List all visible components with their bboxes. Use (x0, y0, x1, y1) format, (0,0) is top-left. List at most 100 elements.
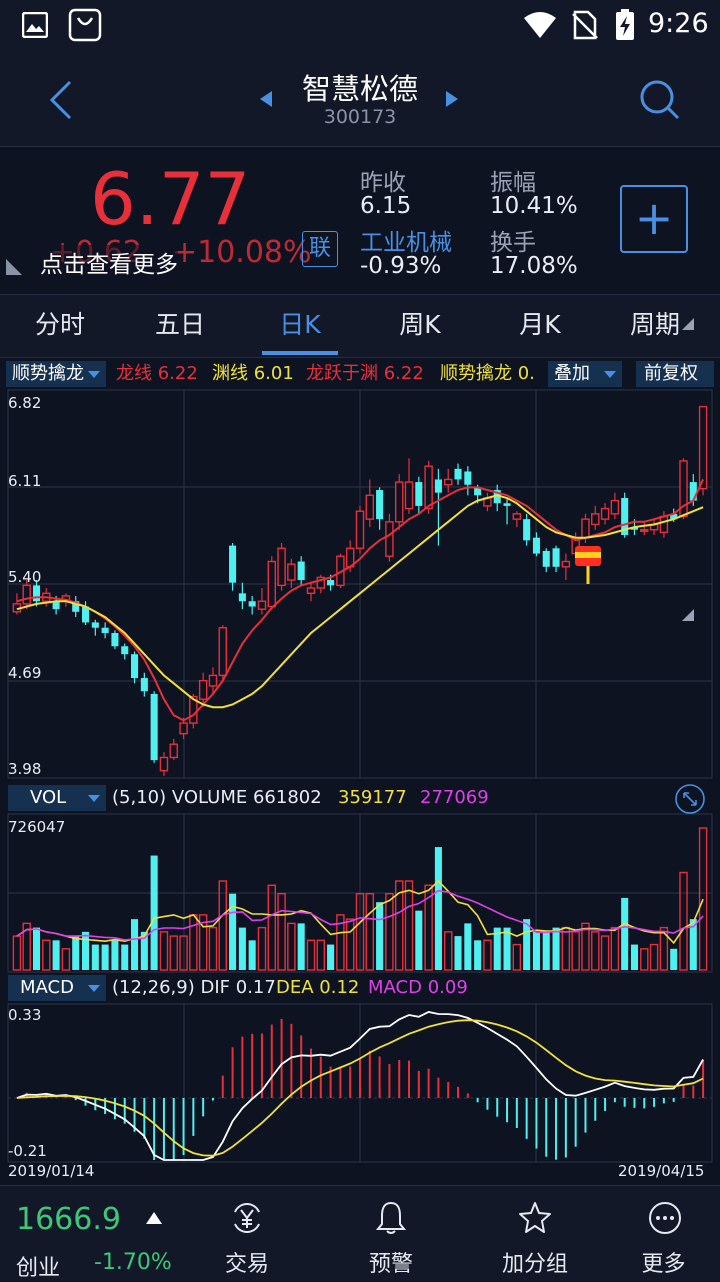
period-corner-icon (682, 609, 694, 621)
candle-body-up (659, 515, 669, 534)
candle-body-up (640, 529, 649, 532)
volume-bar-up (189, 914, 198, 971)
candle-body-up (287, 563, 296, 581)
vol-selector[interactable]: VOL (8, 785, 106, 811)
prev-close-label: 昨收 (360, 170, 406, 196)
period-dropdown-icon (682, 318, 694, 330)
volume-bar-down (101, 944, 109, 970)
dif-line (16, 1011, 704, 1161)
volume-bar-down (121, 944, 129, 970)
volume-bar-down (131, 919, 139, 970)
nav-add-group-label: 加分组 (501, 1252, 568, 1277)
nav-alert-label: 预警 (368, 1252, 413, 1277)
volume-bar-down (532, 931, 540, 970)
candle-body-down (229, 545, 237, 583)
overlay-selector[interactable]: 叠加 (548, 361, 622, 387)
nav-trade[interactable]: 交易 (175, 1186, 319, 1281)
tab-monthly-k[interactable]: 月K (519, 310, 561, 339)
volume-bar-down (111, 940, 119, 970)
volume-bar-up (591, 931, 600, 971)
candle-body-up (561, 560, 571, 568)
volume-bar-up (404, 880, 414, 971)
macd-params: (12,26,9) DIF 0.17 (112, 977, 276, 998)
candle-body-down (111, 633, 119, 647)
amplitude-value: 10.41% (490, 193, 578, 219)
add-watchlist-button[interactable]: + (620, 185, 688, 253)
candle-body-down (72, 601, 80, 612)
last-price: 6.77 (90, 157, 251, 241)
next-stock-arrow[interactable] (444, 90, 460, 108)
volume-bar-up (561, 926, 571, 971)
candle-body-down (493, 490, 501, 504)
index-name: 创业 (16, 1256, 61, 1281)
candle-body-down (552, 548, 560, 567)
expand-icon[interactable] (674, 783, 706, 815)
bell-icon (375, 1201, 407, 1234)
volume-bar-up (581, 922, 590, 971)
candle-body-down (131, 654, 139, 679)
macd-header: MACD (12,26,9) DIF 0.17 DEA 0.12 MACD 0.… (0, 975, 720, 1003)
candle-body-down (91, 622, 99, 628)
index-value[interactable]: 1666.9 (16, 1202, 121, 1237)
candle-body-up (698, 405, 708, 490)
macd-lines (16, 1011, 704, 1161)
volume-bar-down (503, 927, 511, 970)
nav-more[interactable]: 更多 (607, 1186, 720, 1281)
turnover-value: 17.08% (490, 253, 578, 279)
tab-five-day[interactable]: 五日 (154, 310, 205, 339)
battery-charging-icon (616, 9, 634, 40)
moving-average-lines (16, 478, 705, 722)
nav-alert[interactable]: 预警 (319, 1186, 463, 1281)
price-adjust-button[interactable]: 前复权 (636, 361, 714, 387)
nav-more-label: 更多 (641, 1252, 686, 1277)
volume-bar-down (238, 927, 246, 970)
tab-intraday[interactable]: 分时 (34, 310, 85, 339)
tab-daily-k[interactable]: 日K (279, 310, 321, 339)
tab-weekly-k[interactable]: 周K (399, 310, 441, 339)
industry-pct: -0.93% (360, 253, 442, 279)
macd-value: MACD 0.09 (368, 977, 468, 998)
period-tabs: 分时 五日 日K 周K 月K 周期 (0, 294, 720, 621)
candle-body-down (542, 550, 550, 567)
price-axis-3: 5.40 (8, 568, 42, 586)
nav-trade-label: 交易 (224, 1252, 269, 1277)
tab-period[interactable]: 周期 (629, 310, 680, 339)
status-bar: 9:26 (0, 0, 720, 52)
volume-bar-down (523, 919, 531, 970)
date-start: 2019/01/14 (8, 1162, 95, 1180)
dea-line (16, 1019, 704, 1157)
star-icon (519, 1202, 551, 1233)
back-button[interactable] (46, 78, 74, 122)
search-icon[interactable] (638, 78, 682, 122)
volume-ma10-line (16, 889, 704, 941)
industry-link[interactable]: 工业机械 (360, 230, 452, 256)
indicator-selector[interactable]: 顺势擒龙 (6, 361, 106, 387)
volume-bar-up (277, 893, 286, 971)
tap-more-hint[interactable]: 点击查看更多 (40, 245, 178, 279)
macd-selector[interactable]: MACD (8, 975, 106, 1001)
vol-axis-max: 726047 (8, 818, 66, 836)
candle-body-up (218, 627, 227, 677)
gallery-icon (22, 12, 48, 38)
candle-body-down (327, 580, 335, 586)
price-axis-top: 6.82 (8, 394, 42, 412)
candle-body-down (415, 482, 423, 506)
nav-add-group[interactable]: 加分组 (463, 1186, 607, 1281)
candle-body-down (434, 479, 442, 493)
candle-body-down (101, 627, 109, 634)
volume-bar-up (610, 926, 620, 971)
candle-body-up (189, 695, 198, 724)
link-badge[interactable]: 联 (302, 231, 338, 267)
indicator-trend: 顺势擒龙 0. (440, 363, 535, 384)
volume-bar-up (159, 931, 169, 971)
prev-stock-arrow[interactable] (258, 90, 274, 108)
volume-bar-up (394, 880, 404, 971)
volume-bar-down (621, 897, 629, 970)
corner-triangle-icon (6, 259, 22, 275)
date-end: 2019/04/15 (618, 1162, 705, 1180)
index-toggle-icon[interactable] (146, 1212, 162, 1224)
price-axis-bottom: 3.98 (8, 760, 42, 778)
active-tab-indicator (262, 351, 338, 355)
price-grid (7, 389, 713, 779)
vol-ma10: 277069 (420, 787, 489, 808)
